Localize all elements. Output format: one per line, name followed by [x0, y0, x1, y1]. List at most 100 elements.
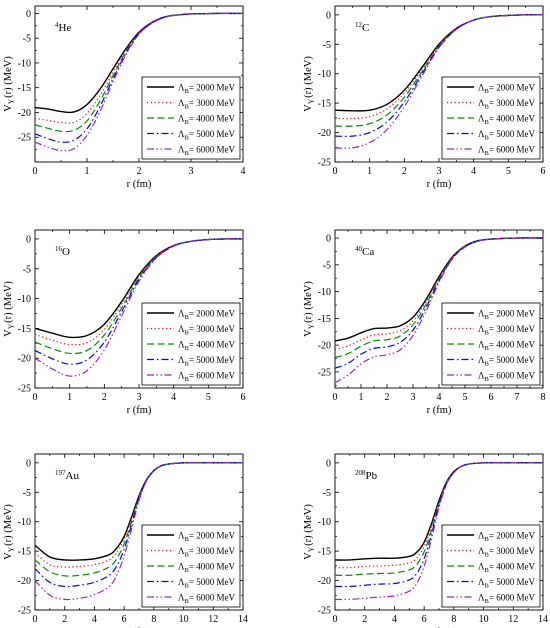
series-line-5	[34, 12, 244, 152]
nucleus-label: 40Ca	[355, 245, 374, 258]
legend-subscript: B	[185, 361, 190, 368]
legend-label: 5000 MeV	[196, 355, 235, 365]
legend-entry-2: ΛB= 3000 MeV	[178, 98, 235, 111]
legend-label: 6000 MeV	[196, 371, 235, 381]
legend-label: 3000 MeV	[496, 98, 535, 108]
x-tick-label: 2	[385, 392, 390, 403]
legend-entry-3: ΛB= 4000 MeV	[178, 340, 235, 353]
legend-subscript: B	[485, 314, 490, 321]
legend-subscript: B	[185, 345, 190, 352]
legend-subscript: B	[185, 88, 190, 95]
legend-equals: =	[489, 546, 496, 556]
legend-entry-3: ΛB= 4000 MeV	[478, 340, 535, 353]
legend-label: 5000 MeV	[196, 129, 235, 139]
legend-subscript: B	[185, 552, 190, 559]
y-label-symbol: V	[303, 104, 314, 112]
x-axis-label: r (fm)	[127, 179, 152, 190]
legend-equals: =	[489, 98, 496, 108]
x-tick-label: 6	[122, 614, 127, 625]
y-axis-label: VY(r) (MeV)	[3, 504, 16, 560]
legend-subscript: B	[485, 150, 490, 157]
x-axis-label: r (fm)	[427, 405, 452, 416]
y-tick-label: -25	[18, 133, 31, 144]
legend-entry-5: ΛB= 6000 MeV	[478, 371, 535, 384]
legend-subscript: B	[185, 536, 190, 543]
legend-label: 5000 MeV	[496, 129, 535, 139]
legend-label: 3000 MeV	[196, 324, 235, 334]
legend-equals: =	[189, 83, 196, 93]
x-tick-label: 3	[189, 166, 194, 177]
legend-entry-1: ΛB= 2000 MeV	[478, 531, 535, 544]
y-tick-label: -5	[323, 260, 331, 271]
y-tick-label: -15	[18, 324, 31, 335]
x-tick-label: 0	[33, 614, 38, 625]
legend-subscript: B	[185, 598, 190, 605]
y-label-subscript: Y	[307, 323, 316, 329]
legend-label: 3000 MeV	[196, 98, 235, 108]
legend-label: 4000 MeV	[196, 340, 235, 350]
x-tick-label: 1	[85, 166, 90, 177]
legend-subscript: B	[485, 361, 490, 368]
legend-subscript: B	[485, 552, 490, 559]
legend-label: 2000 MeV	[496, 309, 535, 319]
legend-label: 3000 MeV	[496, 324, 535, 334]
legend-label: 2000 MeV	[496, 531, 535, 541]
x-tick-label: 3	[437, 166, 442, 177]
legend-label: 2000 MeV	[196, 309, 235, 319]
x-tick-label: 0	[33, 166, 38, 177]
legend-equals: =	[489, 340, 496, 350]
legend-subscript: B	[185, 150, 190, 157]
series-line-3	[334, 14, 544, 127]
legend-label: 6000 MeV	[496, 593, 535, 603]
legend-entry-3: ΛB= 4000 MeV	[178, 562, 235, 575]
legend-symbol: Λ	[478, 340, 485, 350]
legend-entry-5: ΛB= 6000 MeV	[178, 145, 235, 158]
legend-subscript: B	[485, 88, 490, 95]
x-tick-label: 12	[508, 614, 518, 625]
y-tick-label: -20	[18, 576, 31, 587]
legend-symbol: Λ	[178, 562, 185, 572]
x-tick-label: 1	[367, 166, 372, 177]
y-tick-label: -5	[323, 40, 331, 51]
x-tick-label: 8	[541, 392, 546, 403]
series-line-5	[34, 462, 243, 601]
legend-subscript: B	[185, 104, 190, 111]
y-tick-label: -20	[18, 108, 31, 119]
y-tick-label: 0	[326, 234, 331, 245]
legend-entry-3: ΛB= 4000 MeV	[478, 114, 535, 127]
nucleus-label: 197Au	[55, 469, 79, 482]
y-label-units: (r) (MeV)	[303, 281, 314, 323]
x-tick-label: 4	[471, 166, 476, 177]
legend-entry-1: ΛB= 2000 MeV	[178, 531, 235, 544]
x-tick-label: 12	[208, 614, 218, 625]
legend-label: 5000 MeV	[496, 577, 535, 587]
legend-symbol: Λ	[178, 309, 185, 319]
y-label-units: (r) (MeV)	[3, 281, 14, 323]
x-tick-label: 2	[102, 392, 107, 403]
nucleus-mass-number: 208	[355, 469, 366, 477]
legend-label: 2000 MeV	[496, 83, 535, 93]
x-axis-label: r (fm)	[427, 179, 452, 190]
x-tick-label: 6	[489, 392, 494, 403]
y-tick-label: -10	[18, 58, 31, 69]
legend-equals: =	[489, 145, 496, 155]
x-tick-label: 4	[437, 392, 442, 403]
y-axis-label: VY(r) (MeV)	[3, 281, 16, 337]
legend-equals: =	[189, 145, 196, 155]
legend-symbol: Λ	[178, 577, 185, 587]
x-tick-label: 0	[33, 392, 38, 403]
legend-entry-3: ΛB= 4000 MeV	[478, 562, 535, 575]
legend-equals: =	[189, 114, 196, 124]
legend-entry-1: ΛB= 2000 MeV	[178, 83, 235, 96]
nucleus-mass-number: 16	[55, 245, 63, 253]
legend-symbol: Λ	[478, 129, 485, 139]
nucleus-mass-number: 12	[355, 21, 363, 29]
legend-equals: =	[489, 324, 496, 334]
y-tick-label: -15	[318, 99, 331, 110]
legend-subscript: B	[485, 536, 490, 543]
